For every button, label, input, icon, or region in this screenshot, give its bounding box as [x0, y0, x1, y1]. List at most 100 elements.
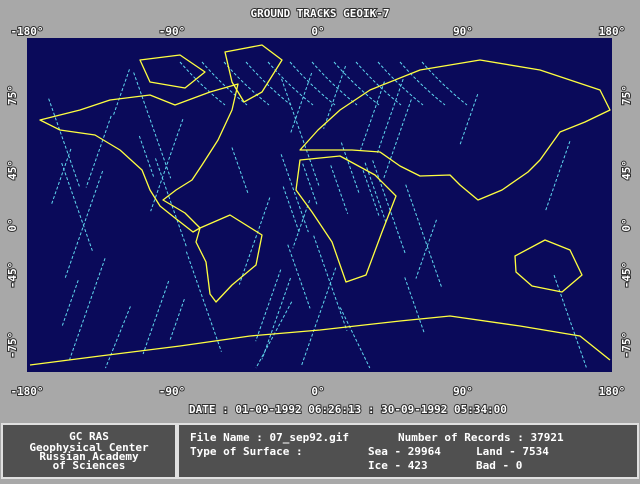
- surface-ice: Ice - 423: [368, 459, 428, 472]
- track: [340, 142, 360, 194]
- arctic-islands: [139, 54, 206, 89]
- track: [267, 61, 314, 106]
- track: [330, 165, 349, 214]
- surface-bad: Bad - 0: [476, 459, 522, 472]
- lon-label: -180°: [10, 385, 43, 398]
- south-america: [195, 214, 263, 303]
- track: [459, 93, 479, 146]
- track: [553, 274, 587, 368]
- track: [179, 61, 226, 106]
- track: [333, 61, 380, 106]
- date-range: DATE : 01-09-1992 06:26:13 : 30-09-1992 …: [189, 403, 507, 416]
- record-count: Number of Records : 37921: [398, 431, 564, 444]
- track: [142, 280, 170, 355]
- track: [339, 307, 371, 369]
- lat-label: 0°: [6, 218, 19, 231]
- track: [287, 244, 311, 309]
- org-line: of Sciences: [53, 459, 126, 472]
- track: [372, 160, 406, 254]
- track: [61, 162, 93, 251]
- track: [289, 61, 336, 106]
- track: [48, 98, 81, 189]
- track: [544, 141, 571, 213]
- lat-label: 75°: [6, 85, 19, 105]
- track: [376, 78, 404, 155]
- lon-label: -180°: [10, 25, 43, 38]
- track: [85, 115, 112, 188]
- track: [185, 251, 222, 352]
- lat-label: 45°: [6, 160, 19, 180]
- track: [150, 119, 184, 212]
- track: [421, 61, 468, 106]
- track: [133, 72, 172, 179]
- track: [255, 269, 282, 342]
- lat-label: -75°: [620, 332, 633, 359]
- track: [362, 170, 380, 217]
- track: [300, 267, 337, 367]
- track: [323, 65, 347, 129]
- track: [201, 61, 248, 106]
- ground-tracks: [48, 61, 587, 369]
- lon-label: -90°: [159, 25, 186, 38]
- org-line: Russian Academy: [39, 450, 139, 463]
- file-name: File Name : 07_sep92.gif: [190, 431, 349, 444]
- track: [280, 154, 309, 233]
- track: [255, 301, 293, 369]
- lat-label: -75°: [6, 332, 19, 359]
- lat-label: -45°: [6, 262, 19, 289]
- track: [223, 61, 270, 106]
- lon-label: 90°: [453, 25, 473, 38]
- surface-sea: Sea - 29964: [368, 445, 441, 458]
- lon-label: 0°: [311, 385, 324, 398]
- track: [360, 81, 385, 150]
- info-panel: [177, 423, 639, 479]
- track: [313, 235, 348, 331]
- lon-label: -90°: [159, 385, 186, 398]
- track: [105, 306, 131, 369]
- track: [138, 135, 155, 179]
- lon-label: 180°: [599, 25, 626, 38]
- eurasia: [299, 59, 611, 201]
- africa: [295, 155, 397, 283]
- australia: [514, 239, 583, 293]
- track: [112, 69, 130, 116]
- org-panel: [1, 423, 177, 479]
- track: [169, 298, 185, 340]
- surface-label: Type of Surface :: [190, 445, 303, 458]
- track: [290, 72, 313, 133]
- track: [281, 78, 320, 188]
- lon-label: 0°: [311, 25, 324, 38]
- org-line: GC RAS: [69, 430, 109, 443]
- track: [415, 219, 437, 279]
- track: [302, 163, 318, 205]
- antarctica: [29, 315, 611, 366]
- north-america: [39, 83, 239, 233]
- org-line: Geophysical Center: [29, 441, 149, 454]
- map-area: [27, 38, 612, 372]
- track: [355, 61, 402, 106]
- track: [377, 61, 424, 106]
- track: [405, 184, 443, 289]
- greenland: [224, 44, 283, 103]
- lat-label: 75°: [620, 85, 633, 105]
- track: [383, 99, 412, 179]
- track: [399, 61, 446, 106]
- surface-land: Land - 7534: [476, 445, 549, 458]
- track: [68, 258, 106, 362]
- lat-label: -45°: [620, 262, 633, 289]
- track: [61, 280, 79, 327]
- lat-label: 45°: [620, 160, 633, 180]
- track: [282, 186, 300, 233]
- track: [292, 200, 311, 249]
- title: GROUND TRACKS GEOIK-7: [250, 7, 389, 20]
- coastlines: [29, 44, 611, 366]
- track: [238, 197, 271, 285]
- track: [364, 162, 387, 223]
- lat-label: 0°: [620, 218, 633, 231]
- lon-label: 180°: [599, 385, 626, 398]
- track: [64, 170, 104, 279]
- lon-label: 90°: [453, 385, 473, 398]
- track: [261, 277, 291, 360]
- track: [231, 147, 249, 194]
